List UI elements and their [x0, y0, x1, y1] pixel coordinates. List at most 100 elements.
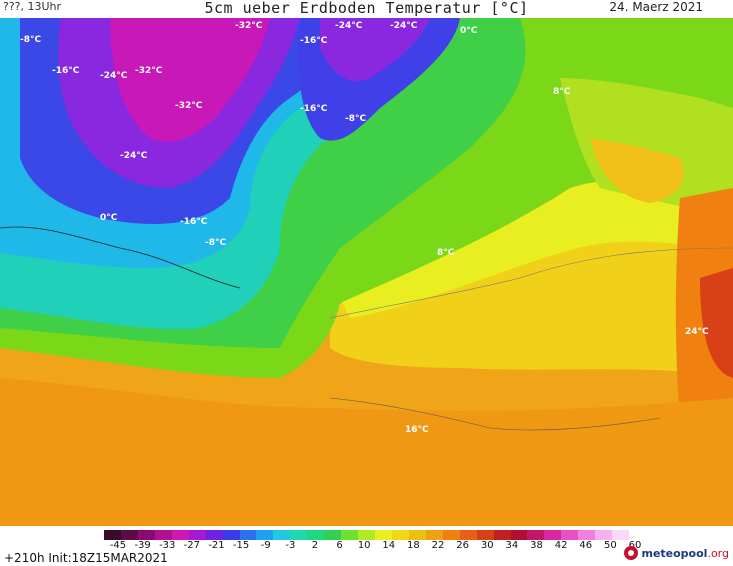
color-swatch [171, 530, 189, 540]
temp-label: -16°C [52, 66, 80, 76]
scale-tick-label: -39 [134, 540, 151, 551]
temp-label: -16°C [300, 104, 328, 114]
temp-label: -32°C [235, 21, 263, 31]
temperature-labels: -32°C -24°C -24°C -16°C -8°C -16°C 0°C 8… [20, 21, 709, 435]
logo-tld: .org [707, 546, 729, 560]
temp-label: 24°C [685, 327, 709, 337]
map-title: 5cm ueber Erdboden Temperatur [°C] [204, 0, 529, 17]
color-swatch [120, 530, 138, 540]
valid-date: 24. Maerz 2021 [609, 0, 703, 14]
temp-label: 0°C [100, 213, 118, 223]
color-swatch [324, 530, 342, 540]
color-swatch [104, 530, 121, 540]
temp-label: -32°C [135, 66, 163, 76]
scale-tick-label: 22 [431, 540, 445, 551]
scale-tick-label: -9 [260, 540, 271, 551]
logo-name: meteopool [641, 546, 708, 560]
coastline [0, 226, 241, 289]
scale-tick-label: 34 [505, 540, 519, 551]
scale-tick-label: -15 [232, 540, 250, 551]
footer-bar: -45 -39 -33 -27 -21 -15 -9 -3 2 6 10 14 18 22 26 30 34 38… [0, 526, 733, 566]
europe-region [560, 78, 733, 218]
scale-tick-label: 26 [456, 540, 470, 551]
scale-tick-label: -3 [285, 540, 296, 551]
color-swatch [239, 530, 257, 540]
color-swatch [391, 530, 409, 540]
temp-label: -24°C [335, 21, 363, 31]
scale-tick-label: 10 [357, 540, 371, 551]
color-swatch [188, 530, 206, 540]
contour-line [329, 247, 733, 319]
scale-tick-label: 38 [530, 540, 543, 551]
color-swatch [459, 530, 477, 540]
temp-label: 8°C [553, 87, 571, 97]
temp-label: 16°C [405, 425, 429, 435]
scale-tick-label: -33 [159, 540, 176, 551]
temp-label: -16°C [300, 36, 328, 46]
color-swatch [476, 530, 494, 540]
lightyellow-band [340, 180, 733, 318]
temperature-map: -32°C -24°C -24°C -16°C -8°C -16°C 0°C 8… [0, 18, 733, 526]
forecast-day-label: ???, 13Uhr [3, 0, 62, 13]
temp-label: -8°C [20, 35, 41, 45]
yellow-band [330, 203, 733, 378]
scale-tick-label: -27 [183, 540, 201, 551]
color-scale-ticks: -45 -39 -33 -27 -21 -15 -9 -3 2 6 10 14 18 22 26 30 34 38… [104, 540, 644, 554]
temp-label: -8°C [345, 114, 366, 124]
temp-label: -16°C [180, 217, 208, 227]
color-swatch [205, 530, 223, 540]
greenland-core [320, 18, 430, 82]
color-swatch [256, 530, 274, 540]
temp-label: -24°C [120, 151, 148, 161]
color-swatch [527, 530, 545, 540]
temp-label: -8°C [205, 238, 226, 248]
scale-tick-label: 42 [554, 540, 568, 551]
forecast-run-info: +210h Init:18Z15MAR2021 [4, 551, 168, 565]
color-swatch [493, 530, 511, 540]
scale-tick-label: -21 [208, 540, 225, 551]
magenta-region [110, 18, 270, 142]
color-swatch [307, 530, 325, 540]
color-swatch [290, 530, 308, 540]
scale-tick-label: 60 [628, 540, 642, 551]
meteopool-logo[interactable]: meteopool.org [624, 546, 729, 560]
color-swatch [425, 530, 443, 540]
temp-label: -24°C [390, 21, 418, 31]
color-swatch [595, 530, 613, 540]
color-swatch [273, 530, 291, 540]
color-swatch [578, 530, 596, 540]
scale-tick-label: -45 [109, 540, 127, 551]
color-swatch [137, 530, 155, 540]
color-swatch [544, 530, 562, 540]
scale-tick-label: 2 [311, 540, 319, 551]
color-swatch [561, 530, 579, 540]
scale-tick-label: 46 [579, 540, 593, 551]
hot-region [700, 268, 733, 378]
color-swatch [408, 530, 426, 540]
color-swatch [612, 530, 630, 540]
britain-region [590, 138, 684, 203]
map-canvas: -32°C -24°C -24°C -16°C -8°C -16°C 0°C 8… [0, 18, 733, 526]
temp-label: -24°C [100, 71, 128, 81]
scale-tick-label: 50 [604, 540, 617, 551]
temp-label: 0°C [460, 26, 478, 36]
color-swatch [442, 530, 460, 540]
color-swatch [375, 530, 392, 540]
scale-tick-label: 14 [382, 540, 396, 551]
header-bar: ???, 13Uhr 5cm ueber Erdboden Temperatur… [0, 0, 733, 22]
contour-line [329, 397, 661, 431]
color-swatch [341, 530, 359, 540]
scale-tick-label: 6 [336, 540, 343, 551]
south-warm-region [0, 378, 733, 526]
color-swatch [222, 530, 240, 540]
color-swatch [510, 530, 528, 540]
logo-mark-icon [624, 546, 639, 560]
temp-label: -32°C [175, 101, 203, 111]
color-scale-bar [104, 530, 630, 540]
scale-tick-label: 30 [480, 540, 494, 551]
scale-tick-label: 18 [407, 540, 420, 551]
logo-text: meteopool.org [641, 547, 729, 560]
color-swatch [154, 530, 172, 540]
temp-label: 8°C [437, 248, 455, 258]
color-swatch [358, 530, 375, 540]
